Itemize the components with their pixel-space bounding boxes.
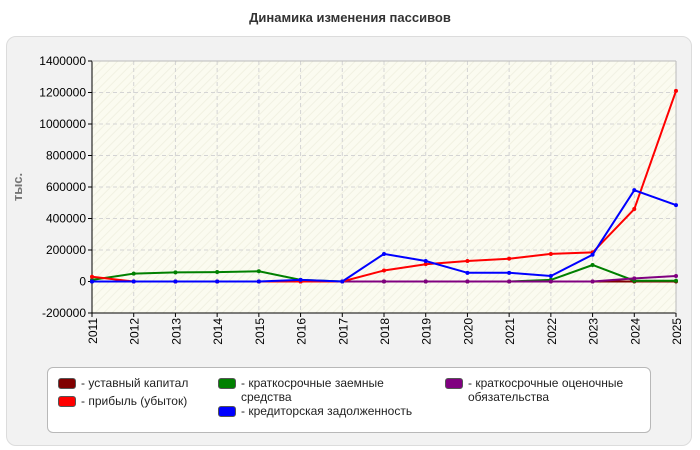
y-tick-label: 200000 [46,243,86,257]
legend-item-ustavny-kapital: - уставный капитал [58,376,218,390]
data-point [590,252,595,257]
x-tick-label: 2024 [628,318,642,345]
y-tick-label: 800000 [46,149,86,163]
x-tick-label: 2018 [378,318,392,345]
y-tick-label: 1200000 [39,86,86,100]
legend-label: - уставный капитал [81,376,189,390]
legend-swatch [218,378,236,389]
data-point [548,273,553,278]
data-point [423,259,428,264]
legend-item-kratkosrochnye-zaemnye: - краткосрочные заемные средства [218,376,448,404]
y-tick-label: -200000 [42,306,86,320]
legend-swatch [58,378,76,389]
data-point [632,207,637,212]
y-axis-label: тыс. [10,173,25,201]
series-lines [90,88,678,284]
page-title: Динамика изменения пассивов [249,10,451,25]
data-point [548,279,553,284]
legend-label: - кредиторская задолженность [241,404,413,418]
data-point [423,262,428,267]
x-tick-label: 2022 [545,318,559,345]
data-point [507,270,512,275]
data-point [173,279,178,284]
data-point [674,203,678,208]
y-tick-label: 1400000 [39,54,86,68]
data-point [548,251,553,256]
data-point [423,279,428,284]
legend-item-pribyl: - прибыль (убыток) [58,394,228,408]
x-tick-label: 2015 [253,318,267,345]
data-point [382,279,386,284]
data-point [90,279,94,284]
x-tick-label: 2019 [420,318,434,345]
legend-swatch [218,406,236,417]
x-tick-label: 2014 [211,318,225,345]
data-point [465,279,470,284]
data-point [215,279,220,284]
data-point [382,251,386,256]
legend-swatch [58,396,76,407]
x-tick-label: 2013 [169,318,183,345]
x-tick-label: 2012 [128,318,142,345]
x-tick-label: 2011 [86,318,100,344]
data-point [215,270,220,275]
y-tick-label: 1000000 [39,117,86,131]
data-point [590,279,595,284]
x-tick-labels: 2011 2012 2013 2014 2015 2016 2017 2018 2019 2020… [86,318,684,345]
legend-label: - краткосрочные оценочные обязательства [468,376,624,404]
data-point [256,279,261,284]
y-tick-label: 600000 [46,180,86,194]
data-point [256,269,261,274]
y-tick-labels: 1400000 1200000 1000000 800000 600000 400000 2… [39,54,86,320]
data-point [674,273,678,278]
legend-label: - краткосрочные заемные средства [241,376,384,404]
x-tick-label: 2025 [670,318,684,345]
y-tick-label: 0 [79,275,86,289]
data-point [632,276,637,281]
data-point [340,279,345,284]
data-point [507,279,512,284]
data-point [298,277,303,282]
data-point [465,270,470,275]
x-tick-label: 2021 [503,318,517,345]
legend-item-kreditorskaya: - кредиторская задолженность [218,404,458,418]
x-tick-label: 2016 [295,318,309,345]
chart-legend: - уставный капитал - прибыль (убыток) - … [47,367,651,433]
data-point [465,259,470,264]
series [90,188,678,284]
axes [88,60,677,317]
y-tick-label: 400000 [46,212,86,226]
data-point [131,279,136,284]
data-point [90,274,94,279]
data-point [674,278,678,283]
data-point [507,256,512,261]
x-tick-label: 2017 [336,318,350,345]
data-point [674,88,678,93]
legend-item-otsenochnye: - краткосрочные оценочные обязательства [445,376,650,404]
data-point [632,188,637,193]
data-point [382,268,386,273]
data-point [590,262,595,267]
legend-swatch [445,378,463,389]
legend-label: - прибыль (убыток) [81,394,188,408]
x-tick-label: 2020 [461,318,475,345]
data-point [131,271,136,276]
data-point [173,270,178,275]
x-tick-label: 2023 [587,318,601,345]
